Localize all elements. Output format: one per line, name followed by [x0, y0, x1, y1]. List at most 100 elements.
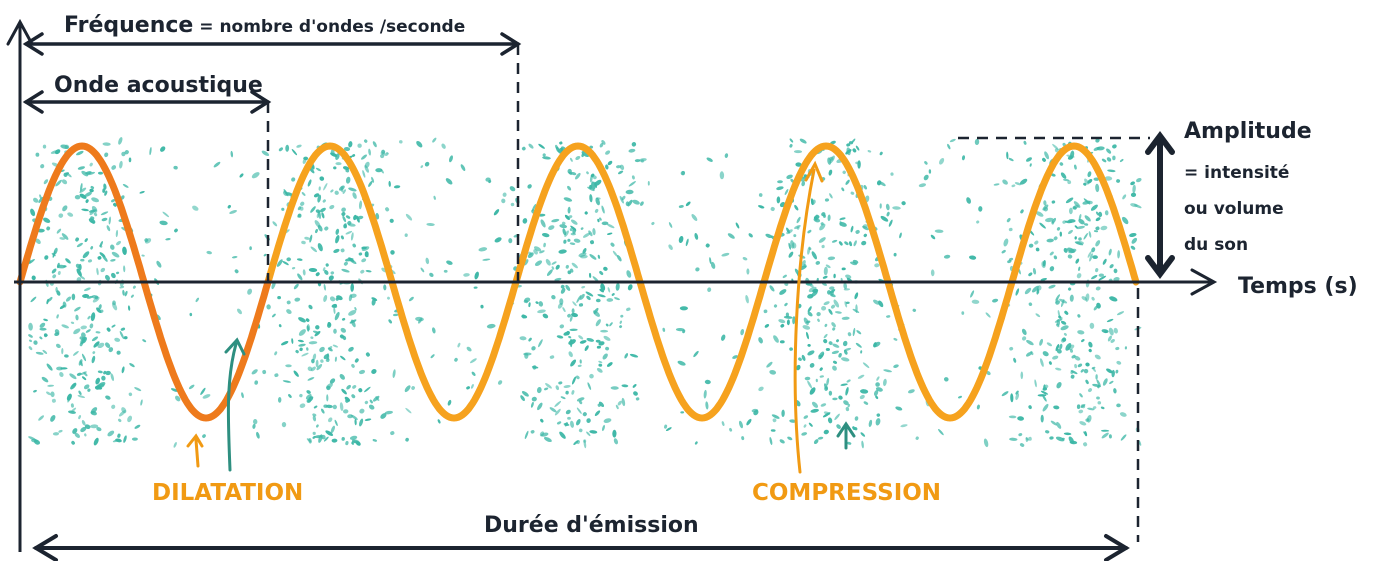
air-particle — [1042, 403, 1049, 412]
air-particle — [875, 395, 879, 400]
air-particle — [1084, 223, 1089, 226]
air-particle — [90, 424, 99, 429]
air-particle — [78, 359, 83, 366]
air-particle — [808, 286, 817, 293]
air-particle — [361, 258, 367, 263]
air-particle — [1031, 285, 1039, 293]
air-particle — [415, 316, 424, 322]
air-particle — [1088, 348, 1092, 353]
air-particle — [605, 346, 610, 351]
air-particle — [594, 179, 602, 186]
air-particle — [567, 168, 572, 174]
air-particle — [595, 319, 601, 327]
air-particle — [769, 370, 777, 375]
air-particle — [291, 267, 296, 270]
air-particle — [365, 352, 370, 357]
air-particle — [318, 186, 321, 191]
air-particle — [610, 242, 615, 247]
air-particle — [924, 161, 928, 165]
air-particle — [1078, 409, 1084, 414]
air-particle — [42, 144, 47, 149]
air-particle — [165, 238, 171, 241]
air-particle — [1019, 178, 1028, 185]
air-particle — [1095, 286, 1101, 291]
air-particle — [123, 265, 126, 273]
air-particle — [54, 332, 60, 336]
air-particle — [70, 321, 75, 324]
air-particle — [589, 254, 597, 260]
air-particle — [1097, 384, 1100, 389]
air-particle — [73, 350, 79, 356]
air-particle — [879, 203, 882, 209]
air-particle — [633, 391, 638, 396]
air-particle — [1017, 416, 1024, 421]
air-particle — [1042, 387, 1048, 391]
air-particle — [329, 204, 335, 210]
air-particle — [1095, 268, 1099, 273]
air-particle — [1052, 143, 1059, 151]
air-particle — [1065, 197, 1074, 204]
air-particle — [315, 167, 322, 172]
air-particle — [103, 370, 107, 375]
air-particle — [111, 199, 116, 203]
air-particle — [840, 383, 848, 386]
air-particle — [107, 430, 115, 437]
air-particle — [1115, 346, 1120, 351]
air-particle — [1026, 339, 1034, 346]
air-particle — [139, 190, 145, 194]
air-particle — [80, 258, 85, 262]
air-particle — [559, 224, 568, 229]
air-particle — [296, 258, 303, 261]
air-particle — [828, 390, 833, 396]
air-particle — [78, 415, 81, 420]
air-particle — [578, 400, 583, 405]
air-particle — [332, 344, 339, 348]
air-particle — [89, 188, 94, 193]
air-particle — [141, 254, 145, 257]
air-particle — [1041, 261, 1046, 269]
air-particle — [1092, 367, 1096, 372]
air-particle — [934, 229, 944, 233]
air-particle — [77, 394, 86, 399]
air-particle — [105, 274, 110, 281]
air-particle — [1084, 178, 1089, 185]
air-particle — [823, 338, 828, 344]
air-particle — [811, 290, 818, 297]
air-particle — [746, 268, 750, 275]
air-particle — [599, 217, 602, 221]
air-particle — [603, 266, 608, 271]
air-particle — [441, 143, 446, 149]
air-particle — [969, 255, 977, 260]
air-particle — [1059, 162, 1064, 166]
air-particle — [64, 354, 69, 358]
air-particle — [46, 226, 51, 231]
air-particle — [466, 386, 471, 390]
air-particle — [1001, 391, 1009, 397]
air-particle — [72, 428, 78, 434]
air-particle — [365, 253, 369, 257]
air-particle — [1080, 404, 1086, 409]
air-particle — [1087, 251, 1092, 258]
air-particle — [620, 314, 624, 318]
air-particle — [524, 352, 529, 359]
air-particle — [815, 378, 818, 383]
air-particle — [350, 283, 355, 292]
air-particle — [1109, 380, 1114, 384]
air-particle — [771, 414, 780, 419]
air-particle — [1032, 267, 1037, 275]
air-particle — [312, 431, 316, 435]
air-particle — [305, 318, 310, 322]
air-particle — [1074, 225, 1078, 229]
air-particle — [581, 286, 586, 289]
air-particle — [69, 373, 77, 380]
air-particle — [124, 290, 128, 297]
air-particle — [618, 170, 624, 175]
air-particle — [79, 193, 87, 199]
air-particle — [874, 263, 880, 268]
air-particle — [844, 241, 849, 246]
air-particle — [824, 323, 828, 328]
air-particle — [315, 228, 318, 234]
air-particle — [1028, 272, 1033, 277]
air-particle — [598, 401, 605, 407]
air-particle — [82, 251, 90, 259]
